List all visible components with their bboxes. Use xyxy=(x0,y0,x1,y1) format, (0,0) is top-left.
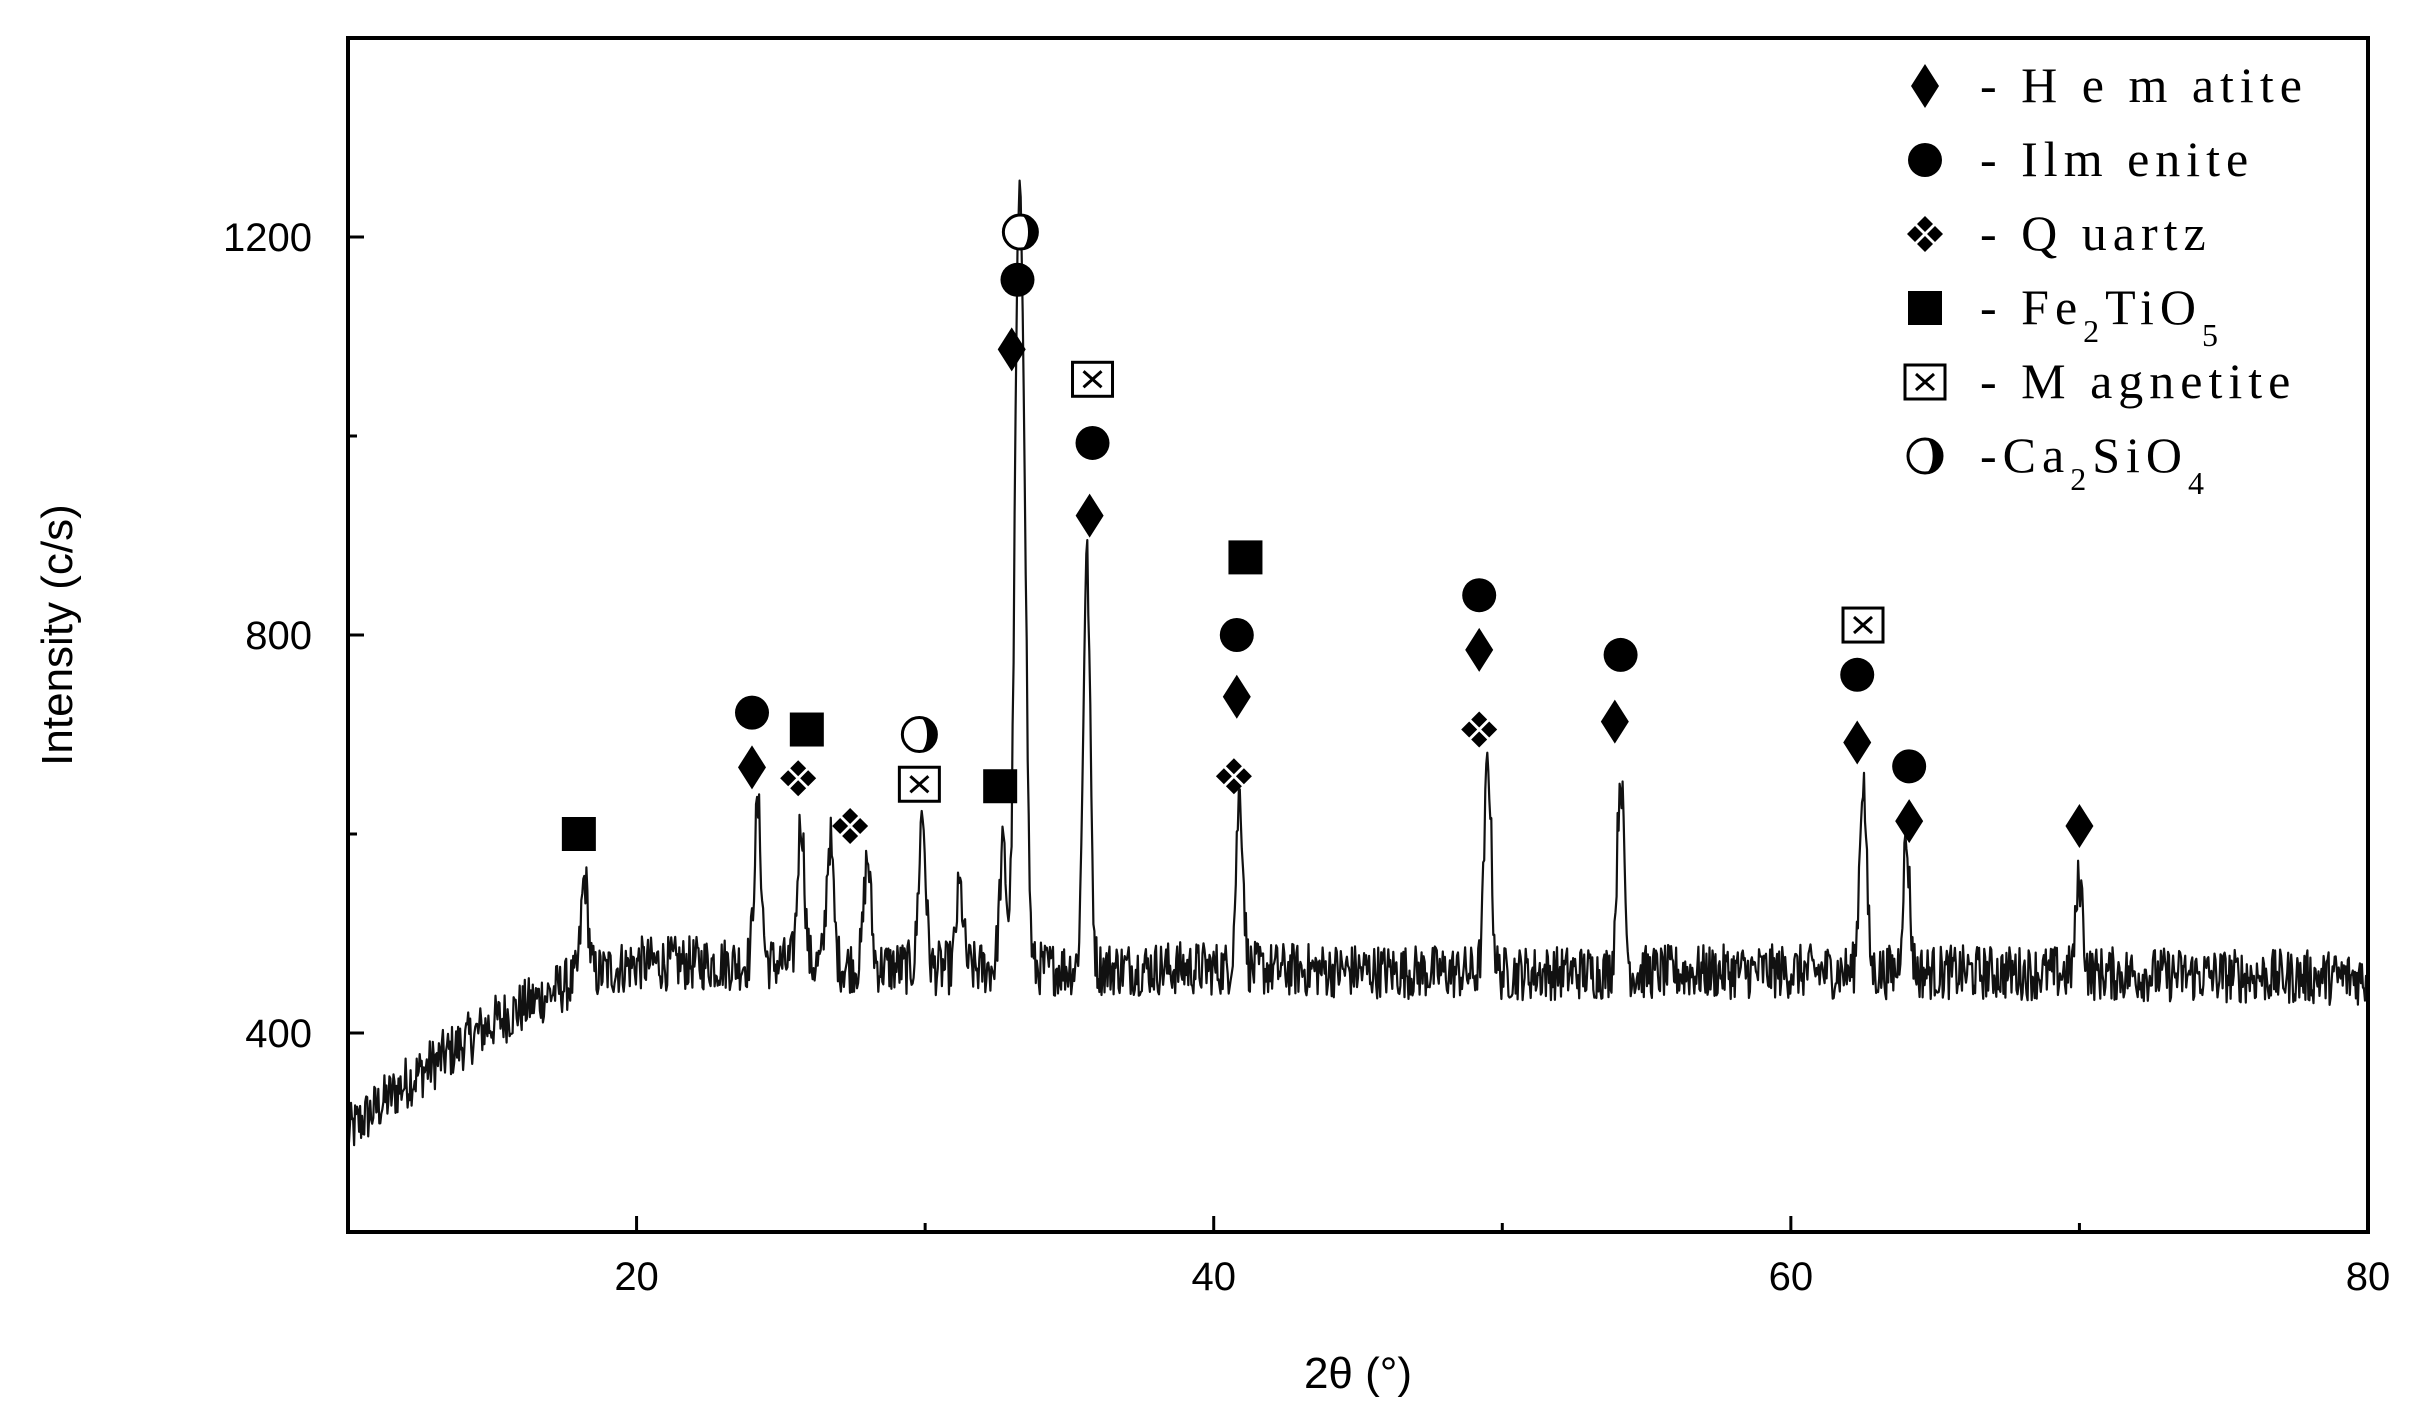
x-tick-label: 20 xyxy=(614,1255,659,1299)
legend-label: - Fe2TiO5 xyxy=(1980,279,2224,353)
circle-marker xyxy=(1219,618,1254,652)
circle-marker xyxy=(1892,749,1927,784)
four-diamond-marker xyxy=(1215,758,1252,795)
circle-icon xyxy=(1908,143,1942,177)
x-axis-title: 2θ (°) xyxy=(1304,1349,1412,1398)
legend-item-hematite: - H e m atite xyxy=(1911,57,2308,113)
filled-square-icon xyxy=(1908,291,1942,325)
diamond-marker xyxy=(1600,699,1629,744)
y-tick-label: 800 xyxy=(245,614,312,658)
crossed-square-marker xyxy=(897,765,941,803)
circle-marker xyxy=(1840,657,1875,692)
diamond-marker xyxy=(997,327,1026,372)
crossed-square-marker xyxy=(1841,606,1885,644)
filled-square-marker xyxy=(561,817,596,851)
plot-frame xyxy=(346,36,2370,1234)
half-circle-marker xyxy=(900,716,938,753)
circle-marker xyxy=(735,695,769,730)
filled-square-marker xyxy=(789,712,824,747)
circle-marker xyxy=(1603,637,1638,672)
filled-square-marker xyxy=(1228,540,1263,575)
half-circle-icon xyxy=(1906,437,1944,475)
crossed-square-icon xyxy=(1903,363,1947,401)
x-tick-label: 60 xyxy=(1769,1255,1814,1299)
legend-label: - Ilm enite xyxy=(1980,131,2254,187)
legend-item-quartz: - Q uartz xyxy=(1907,205,2212,261)
phase-markers xyxy=(561,213,2094,851)
y-axis-title: Intensity (c/s) xyxy=(33,504,82,766)
y-tick-label: 1200 xyxy=(223,216,312,260)
four-diamond-icon xyxy=(1907,216,1943,252)
legend-label: - M agnetite xyxy=(1980,353,2296,409)
diamond-marker xyxy=(738,745,766,790)
diamond-marker xyxy=(2065,804,2094,849)
legend-label: - H e m atite xyxy=(1980,57,2308,113)
circle-marker xyxy=(1075,425,1110,460)
crossed-square-marker xyxy=(1071,360,1115,398)
x-tick-label: 40 xyxy=(1191,1255,1236,1299)
legend-item-fe2tio5: - Fe2TiO5 xyxy=(1908,279,2224,353)
circle-marker xyxy=(1000,262,1035,297)
diamond-marker xyxy=(1222,674,1251,719)
half-circle-marker xyxy=(1001,213,1039,251)
legend-label: -Ca2SiO4 xyxy=(1980,427,2210,501)
x-tick-label: 80 xyxy=(2346,1255,2391,1299)
diamond-icon xyxy=(1911,64,1939,108)
diamond-marker xyxy=(1843,720,1872,765)
legend-item-magnetite: - M agnetite xyxy=(1903,353,2296,409)
y-tick-label: 400 xyxy=(245,1012,312,1056)
xrd-pattern-line xyxy=(346,179,2370,1147)
diamond-marker xyxy=(1895,799,1924,844)
legend: - H e m atite - Ilm enite - Q uartz - Fe2Ti… xyxy=(1903,57,2308,501)
legend-item-ilmenite: - Ilm enite xyxy=(1908,131,2254,187)
four-diamond-marker xyxy=(832,808,869,845)
four-diamond-marker xyxy=(780,760,817,797)
circle-marker xyxy=(1462,578,1497,613)
legend-item-ca2sio4: -Ca2SiO4 xyxy=(1906,427,2210,501)
four-diamond-marker xyxy=(1461,711,1498,748)
plot-area xyxy=(346,179,2370,1147)
diamond-marker xyxy=(1075,493,1104,538)
diamond-marker xyxy=(1465,627,1494,672)
legend-label: - Q uartz xyxy=(1980,205,2212,261)
filled-square-marker xyxy=(983,769,1018,804)
